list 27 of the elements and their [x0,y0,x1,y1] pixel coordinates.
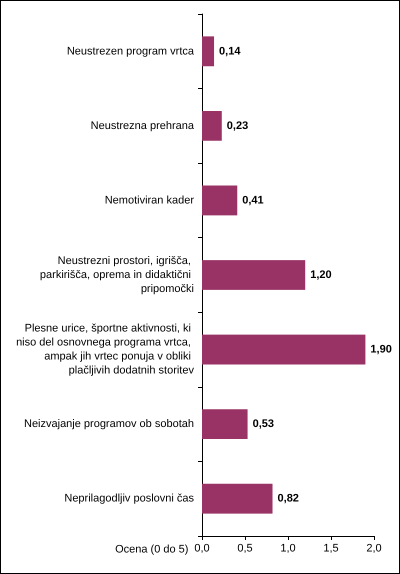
x-axis-title: Ocena (0 do 5) [115,544,188,556]
x-tick-label: 1,0 [280,542,296,554]
y-tick-label: Plesne urice, športne aktivnosti, ki niso del osnovnega programa vrtca, ampak jih vrtec ponuja v obliki plačljivih dodatnih storitev [16,322,194,377]
y-tick-label: Neustrezna prehrana [90,120,195,132]
data-label: 0,14 [219,45,242,58]
y-tick-label: Neustrezni prostori, igrišča, parkirišča, oprema in didaktični pripomočki [40,255,194,295]
data-label: 1,90 [370,344,392,356]
bar [202,36,214,66]
y-tick-label: Neprilagodljiv poslovni čas [64,492,194,505]
bar [202,409,248,440]
bar [202,334,366,364]
x-tick-label: 1,5 [323,542,339,554]
y-tick-label: Neustrezen program vrtca [66,45,195,58]
data-label: 0,23 [226,120,248,132]
x-tick-label: 0,0 [194,542,210,554]
bar [202,110,222,141]
data-label: 0,82 [278,492,299,505]
y-tick-label: Nemotiviran kader [104,194,194,206]
y-tick-label: Neizvajanje programov ob sobotah [24,418,194,430]
bar [202,186,238,216]
data-label: 0,53 [252,418,274,430]
bar [202,260,306,290]
bar [202,484,273,514]
x-tick-label: 0,5 [237,542,253,554]
data-label: 0,41 [242,194,264,206]
x-tick-label: 2,0 [366,542,382,554]
data-label: 1,20 [310,269,332,281]
